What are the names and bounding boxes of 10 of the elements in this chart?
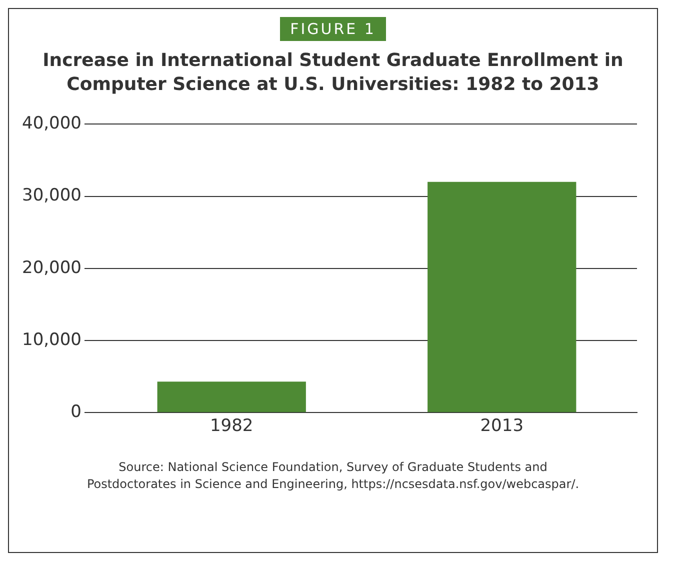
y-tick-label: 0 (70, 402, 82, 422)
y-tick-label: 10,000 (22, 330, 82, 350)
caption: FIGURE 1 (280, 17, 386, 41)
x-tick-label: 2013 (480, 416, 524, 436)
y-tick-label: 40,000 (22, 114, 82, 134)
chart-title: Increase in International Student Graduate Enrollment in Computer Science at U.S. Universities: 1982 to 2013 (42, 49, 624, 97)
source-note: Source: National Science Foundation, Survey of Graduate Students and Postdoctorates in Science and Engineering, https://ncsesdata.nsf.gov/webcaspar/. (86, 459, 580, 493)
x-tick-label: 1982 (210, 416, 254, 436)
y-tick-label: 30,000 (22, 186, 82, 206)
y-tick-label: 20,000 (22, 258, 82, 278)
